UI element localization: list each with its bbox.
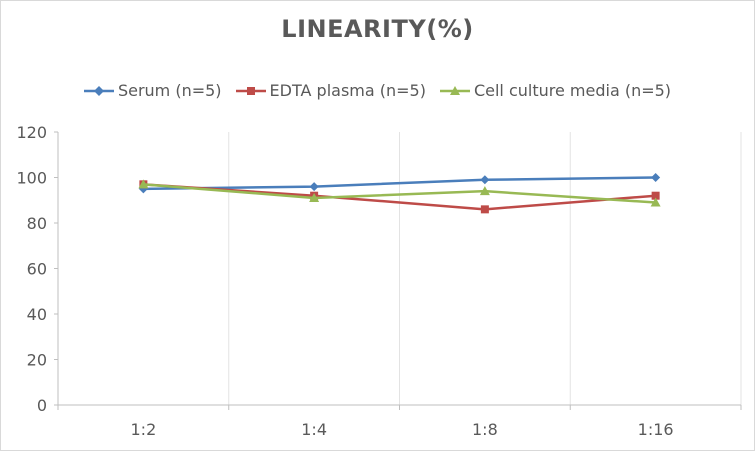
data-point — [309, 192, 320, 202]
y-tick-label: 120 — [16, 123, 47, 142]
y-tick-label: 0 — [37, 396, 47, 415]
legend-label-serum: Serum (n=5) — [117, 81, 222, 100]
y-tick-label: 100 — [16, 169, 47, 188]
data-point — [479, 186, 490, 196]
series-line-3 — [143, 183, 656, 204]
chart-title: LINEARITY(%) — [281, 15, 474, 43]
series-line-1 — [143, 176, 656, 191]
data-point — [651, 173, 661, 182]
legend-item-edta-plasma: EDTA plasma (n=5) — [235, 81, 426, 100]
data-point — [650, 197, 661, 207]
legend-label-edta-plasma: EDTA plasma (n=5) — [269, 81, 426, 100]
x-tick-label: 1:2 — [131, 420, 157, 439]
data-point — [138, 179, 149, 189]
data-point — [480, 205, 489, 214]
y-tick-label: 40 — [27, 305, 47, 324]
data-point — [309, 182, 319, 192]
y-tick-label: 20 — [27, 351, 47, 370]
data-point — [480, 175, 490, 185]
legend-item-cell-culture-media: Cell culture media (n=5) — [439, 81, 672, 100]
data-point — [651, 191, 660, 200]
legend: Serum (n=5) EDTA plasma (n=5) Cell cultu… — [1, 81, 754, 100]
legend-marker-serum — [83, 85, 114, 96]
legend-item-serum: Serum (n=5) — [83, 81, 222, 100]
x-tick-label: 1:4 — [301, 420, 327, 439]
y-tick-label: 60 — [27, 260, 47, 279]
x-tick-label: 1:16 — [638, 420, 674, 439]
legend-marker-edta-plasma — [235, 86, 266, 95]
legend-marker-cell-culture-media — [439, 85, 470, 95]
legend-label-cell-culture-media: Cell culture media (n=5) — [473, 81, 672, 100]
x-tick-label: 1:8 — [472, 420, 498, 439]
y-tick-label: 80 — [27, 214, 47, 233]
